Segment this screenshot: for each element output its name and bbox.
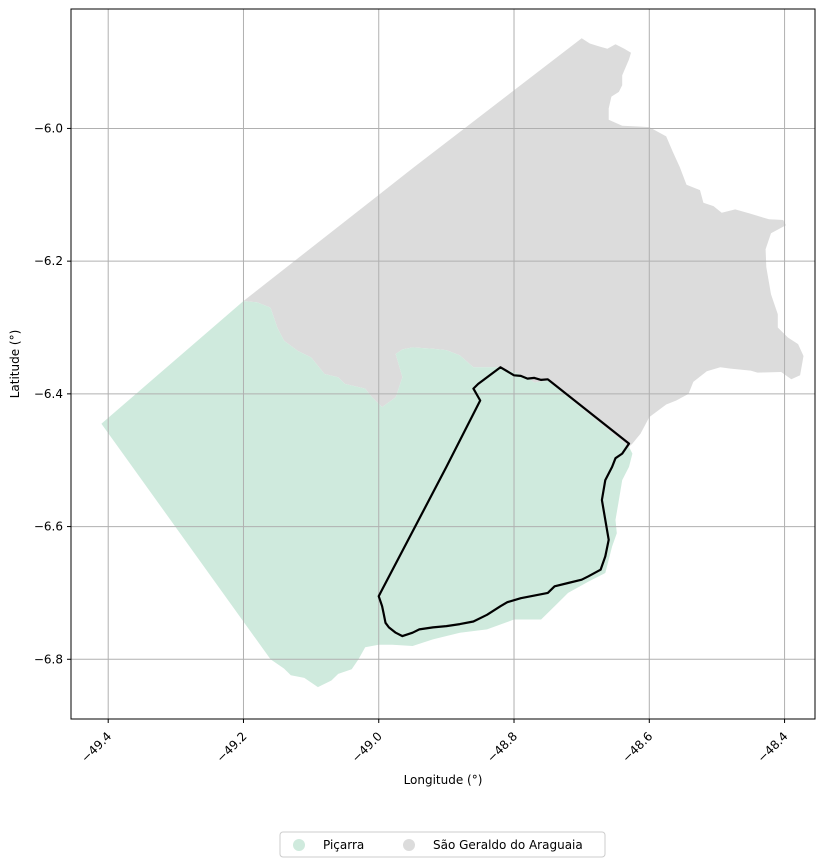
legend-swatch-sao-geraldo: [403, 839, 415, 851]
outline-layer: [377, 366, 631, 638]
y-tick-label: −6.8: [34, 652, 63, 666]
region-sao-geraldo-do-araguaia: [243, 38, 804, 447]
y-tick-label: −6.6: [34, 520, 63, 534]
legend-frame: [279, 831, 606, 858]
picarra-outline: [377, 366, 631, 638]
y-tick-label: −6.4: [34, 387, 63, 401]
plot-frame: [70, 8, 816, 720]
regions-layer: [101, 38, 804, 688]
legend: Piçarra São Geraldo do Araguaia: [279, 831, 606, 858]
legend-label-picarra: Piçarra: [323, 838, 364, 852]
x-tick-label: −49.4: [78, 729, 114, 765]
y-tick-label: −6.0: [34, 121, 63, 135]
x-tick-label: −48.8: [484, 729, 520, 765]
x-tick-label: −49.0: [349, 729, 385, 765]
region-picarra: [101, 301, 633, 688]
y-axis-label: Latitude (°): [8, 330, 22, 399]
y-tick-label: −6.2: [34, 254, 63, 268]
x-tick-label: −48.4: [755, 729, 791, 765]
x-tick-label: −48.6: [620, 729, 656, 765]
legend-swatch-picarra: [293, 839, 305, 851]
legend-label-sao-geraldo: São Geraldo do Araguaia: [433, 838, 583, 852]
x-tick-label: −49.2: [214, 729, 250, 765]
x-axis-label: Longitude (°): [404, 773, 483, 787]
